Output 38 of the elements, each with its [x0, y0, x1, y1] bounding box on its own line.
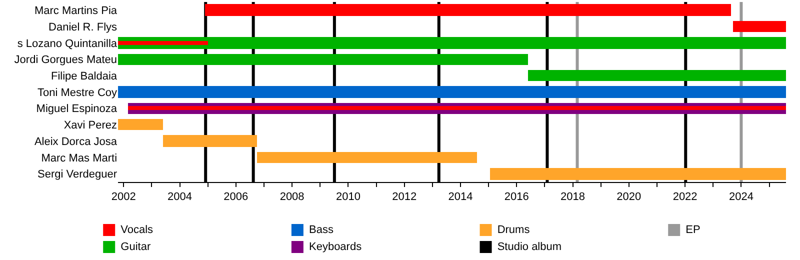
legend-label: Studio album	[494, 240, 562, 253]
y-tick-label: Jordi Gorgues Mateu	[14, 54, 118, 66]
x-tick-label: 2006	[224, 191, 248, 204]
x-tick-label: 2018	[560, 191, 586, 204]
bar	[163, 135, 258, 147]
x-tick-label: 2012	[392, 191, 417, 204]
y-tick-label: Miguel Espinoza	[36, 103, 118, 116]
bar	[118, 86, 786, 98]
legend-label: EP	[682, 224, 700, 236]
legend-label: Keyboards	[306, 240, 362, 253]
x-tick-label: 2014	[448, 191, 473, 204]
bar	[118, 37, 786, 49]
y-tick-label: Marc Mas Marti	[41, 152, 118, 164]
y-tick-label: Marc Martins Pia	[34, 5, 118, 18]
x-tick-label: 2010	[336, 191, 360, 204]
x-tick-label: 2002	[111, 191, 136, 204]
legend-label: Drums	[494, 224, 530, 236]
bar	[118, 54, 528, 65]
bar	[118, 119, 164, 130]
bar	[490, 168, 786, 180]
y-tick-label: s Lozano Quintanilla	[17, 38, 118, 50]
legend-label: Bass	[306, 224, 334, 236]
y-tick-label: Xavi Perez	[64, 120, 118, 132]
x-tick-label: 2022	[672, 191, 698, 204]
y-tick-label: Sergi Verdeguer	[38, 168, 118, 181]
x-tick-label: 2024	[728, 191, 754, 204]
bar	[257, 152, 478, 163]
y-tick-label: Filipe Baldaia	[50, 70, 118, 82]
x-tick-label: 2008	[280, 191, 304, 204]
bar	[528, 70, 786, 81]
legend-label: Guitar	[118, 240, 151, 253]
y-tick-label: Toni Mestre Coy	[38, 86, 118, 99]
x-tick-label: 2020	[616, 191, 642, 204]
legend-label: Vocals	[118, 224, 154, 236]
x-tick-label: 2016	[504, 191, 529, 204]
y-tick-label: Aleix Dorca Josa	[34, 136, 118, 148]
y-tick-label: Daniel R. Flys	[48, 21, 118, 34]
x-tick-label: 2004	[168, 191, 192, 204]
